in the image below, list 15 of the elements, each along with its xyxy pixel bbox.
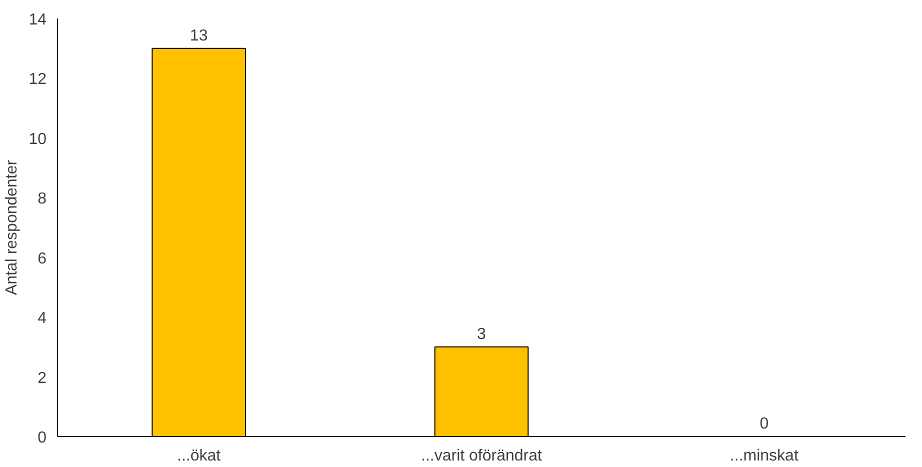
data-label: 13 <box>190 27 208 44</box>
y-tick-label: 2 <box>38 370 47 387</box>
y-tick-label: 8 <box>38 190 47 208</box>
data-label: 0 <box>760 416 769 432</box>
y-tick-label: 0 <box>38 430 47 446</box>
y-tick-label: 14 <box>28 12 47 28</box>
y-tick-label: 10 <box>28 130 47 148</box>
x-tick-label: ...ökat <box>177 448 222 464</box>
x-tick-label: ...varit oförändrat <box>421 448 543 464</box>
data-label: 3 <box>477 326 486 343</box>
x-tick-label: ...minskat <box>730 448 799 464</box>
y-tick-label: 4 <box>38 310 47 328</box>
y-tick-label: 6 <box>38 250 47 268</box>
y-axis-title: Antal respondenter <box>4 159 21 296</box>
y-tick-label: 12 <box>28 71 47 88</box>
